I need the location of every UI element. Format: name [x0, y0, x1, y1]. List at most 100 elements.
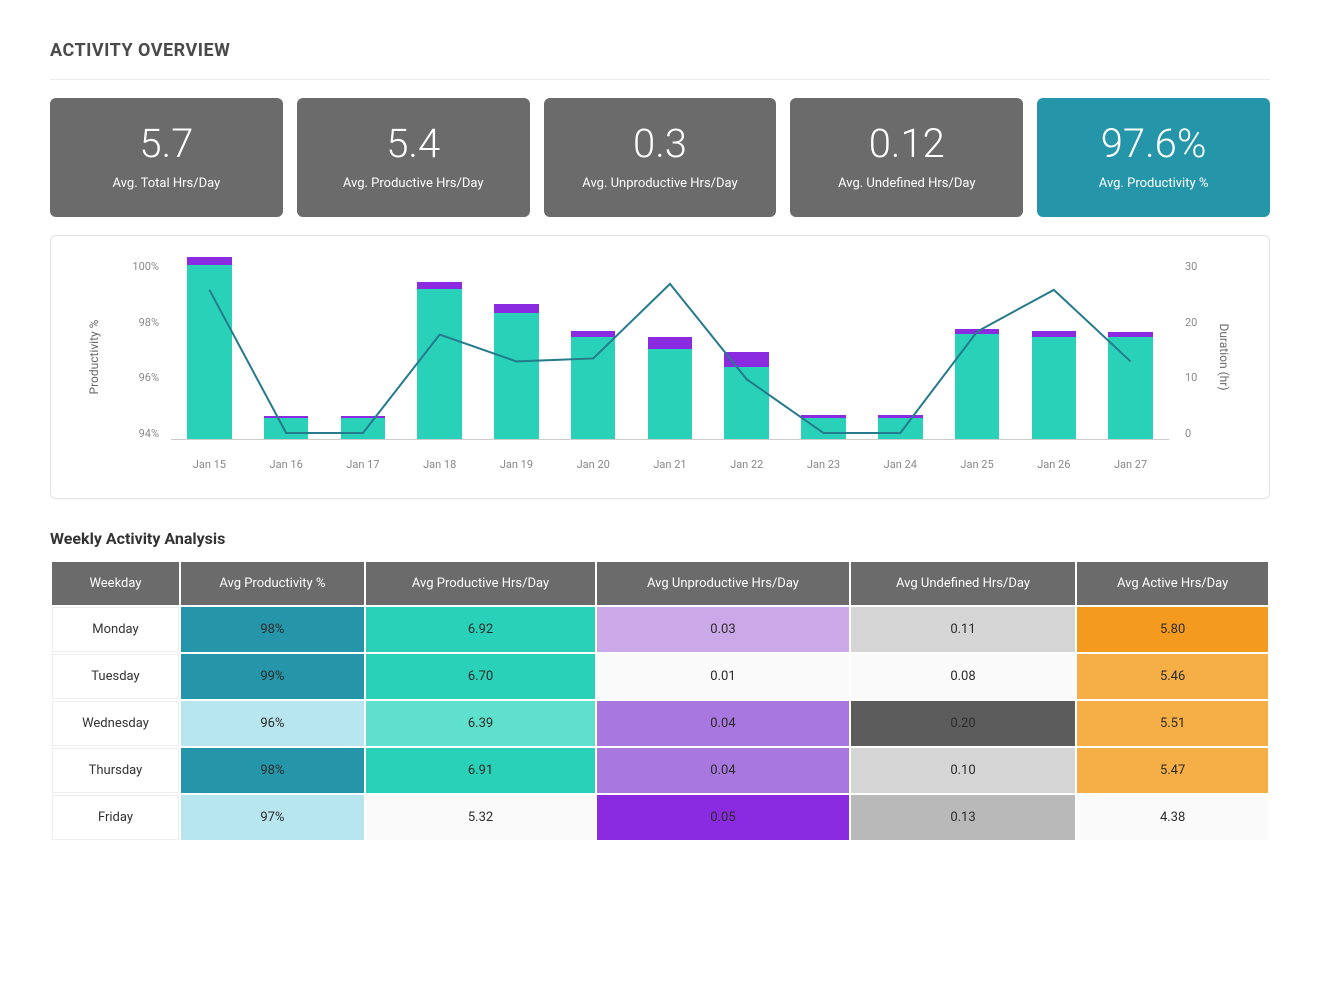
bar: [724, 352, 769, 439]
table-header: Avg Active Hrs/Day: [1077, 562, 1268, 605]
bar: [955, 329, 1000, 439]
bar-seg-top: [494, 304, 539, 313]
bar-slot: [939, 260, 1016, 439]
y-axis-right-label: Duration (hr): [1217, 297, 1231, 417]
bar-slot: [171, 260, 248, 439]
bar-slot: [632, 260, 709, 439]
data-cell: 6.39: [366, 701, 595, 746]
table-header: Avg Productive Hrs/Day: [366, 562, 595, 605]
kpi-row: 5.7Avg. Total Hrs/Day 5.4 Avg. Productive …: [50, 98, 1270, 217]
y-right-tick: 10: [1185, 371, 1215, 384]
weekday-cell: Wednesday: [52, 701, 179, 746]
x-axis-label: Jan 26: [1015, 450, 1092, 480]
y-left-tick: 94%: [119, 427, 159, 440]
data-cell: 0.08: [851, 654, 1076, 699]
kpi-label: Avg. Productive Hrs/Day: [307, 176, 520, 191]
data-cell: 0.04: [597, 748, 848, 793]
data-cell: 6.91: [366, 748, 595, 793]
bar: [648, 337, 693, 439]
bar: [417, 282, 462, 439]
data-cell: 0.01: [597, 654, 848, 699]
bar-seg-top: [187, 257, 232, 265]
data-cell: 96%: [181, 701, 364, 746]
bar: [341, 416, 386, 439]
weekday-cell: Thursday: [52, 748, 179, 793]
table-header: Avg Undefined Hrs/Day: [851, 562, 1076, 605]
data-cell: 5.47: [1077, 748, 1268, 793]
bar: [264, 416, 309, 439]
table-row: Monday98%6.920.030.115.80: [52, 607, 1268, 652]
x-axis-label: Jan 19: [478, 450, 555, 480]
data-cell: 5.80: [1077, 607, 1268, 652]
bar-seg-main: [1108, 337, 1153, 439]
data-cell: 97%: [181, 795, 364, 840]
bar-seg-main: [494, 313, 539, 439]
kpi-card-3: 0.12Avg. Undefined Hrs/Day: [790, 98, 1023, 217]
x-axis-label: Jan 27: [1092, 450, 1169, 480]
kpi-value: 5.4: [307, 122, 520, 166]
bar-seg-main: [571, 337, 616, 439]
bar-seg-main: [264, 418, 309, 439]
y-right-tick: 0: [1185, 427, 1215, 440]
bar-slot: [248, 260, 325, 439]
kpi-card-2: 0.3 Avg. Unproductive Hrs/Day: [544, 98, 777, 217]
data-cell: 0.11: [851, 607, 1076, 652]
kpi-card-1: 5.4 Avg. Productive Hrs/Day: [297, 98, 530, 217]
kpi-value: 0.3: [554, 122, 767, 166]
bar-seg-main: [341, 418, 386, 439]
x-axis-label: Jan 17: [325, 450, 402, 480]
table-row: Tuesday99%6.700.010.085.46: [52, 654, 1268, 699]
data-cell: 0.05: [597, 795, 848, 840]
kpi-card-0: 5.7Avg. Total Hrs/Day: [50, 98, 283, 217]
x-axis-label: Jan 18: [401, 450, 478, 480]
y-right-tick: 30: [1185, 260, 1215, 273]
data-cell: 0.20: [851, 701, 1076, 746]
bar-slot: [862, 260, 939, 439]
bar: [1108, 332, 1153, 439]
bar-seg-main: [724, 367, 769, 439]
data-cell: 98%: [181, 607, 364, 652]
bar-slot: [1092, 260, 1169, 439]
x-axis: Jan 15Jan 16Jan 17Jan 18Jan 19Jan 20Jan …: [171, 450, 1169, 480]
x-axis-label: Jan 25: [939, 450, 1016, 480]
x-axis-label: Jan 21: [632, 450, 709, 480]
data-cell: 0.03: [597, 607, 848, 652]
kpi-value: 97.6%: [1047, 122, 1260, 166]
data-cell: 5.46: [1077, 654, 1268, 699]
data-cell: 99%: [181, 654, 364, 699]
bar-seg-main: [801, 418, 846, 439]
bar: [494, 304, 539, 439]
kpi-label: Avg. Unproductive Hrs/Day: [554, 176, 767, 191]
weekly-analysis-title: Weekly Activity Analysis: [50, 529, 1270, 548]
data-cell: 5.51: [1077, 701, 1268, 746]
data-cell: 0.04: [597, 701, 848, 746]
table-row: Friday97%5.320.050.134.38: [52, 795, 1268, 840]
bar-seg-top: [648, 337, 693, 349]
bar-seg-main: [1032, 337, 1077, 439]
bar-seg-main: [955, 334, 1000, 439]
bar-slot: [555, 260, 632, 439]
kpi-label: Avg. Productivity %: [1047, 176, 1260, 191]
x-axis-label: Jan 24: [862, 450, 939, 480]
bar-slot: [401, 260, 478, 439]
weekly-analysis-table: WeekdayAvg Productivity %Avg Productive …: [50, 560, 1270, 842]
table-row: Wednesday96%6.390.040.205.51: [52, 701, 1268, 746]
bar-seg-top: [417, 282, 462, 289]
weekday-cell: Friday: [52, 795, 179, 840]
data-cell: 5.32: [366, 795, 595, 840]
y-left-tick: 96%: [119, 371, 159, 384]
table-header: Weekday: [52, 562, 179, 605]
table-header: Avg Unproductive Hrs/Day: [597, 562, 848, 605]
bar-seg-main: [417, 289, 462, 439]
kpi-card-4: 97.6% Avg. Productivity %: [1037, 98, 1270, 217]
kpi-value: 0.12: [800, 122, 1013, 166]
bar-seg-main: [187, 265, 232, 439]
y-axis-left: 100%98%96%94%: [119, 260, 159, 440]
data-cell: 0.13: [851, 795, 1076, 840]
table-header: Avg Productivity %: [181, 562, 364, 605]
kpi-value: 5.7: [60, 122, 273, 166]
bar: [801, 415, 846, 439]
bar-slot: [708, 260, 785, 439]
chart-plot-area: [171, 260, 1169, 440]
x-axis-label: Jan 15: [171, 450, 248, 480]
